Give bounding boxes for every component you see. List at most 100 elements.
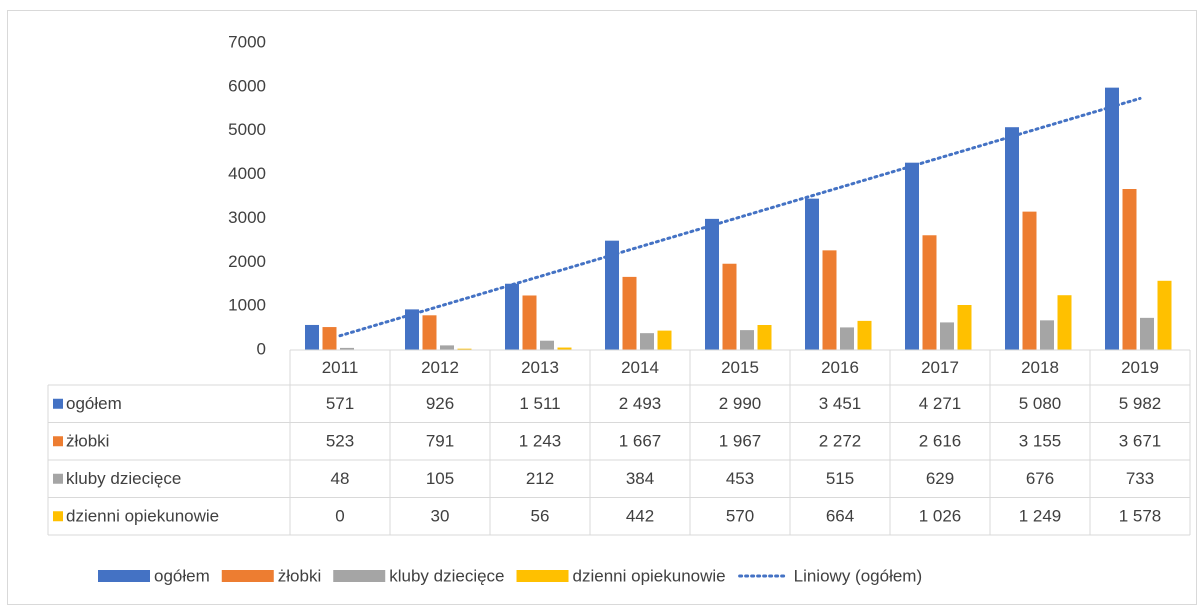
table-value: 5 080 bbox=[1019, 394, 1062, 413]
table-value: 629 bbox=[926, 469, 954, 488]
bar bbox=[605, 240, 619, 350]
table-value: 384 bbox=[626, 469, 654, 488]
legend-key bbox=[333, 570, 386, 582]
bar bbox=[940, 322, 954, 350]
bar bbox=[1122, 189, 1137, 350]
bar bbox=[405, 309, 419, 350]
bar bbox=[757, 325, 772, 350]
chart-border bbox=[7, 10, 1197, 605]
bar bbox=[622, 276, 637, 350]
y-tick-label: 5000 bbox=[228, 120, 266, 139]
table-value: 571 bbox=[326, 394, 354, 413]
x-tick-label: 2012 bbox=[421, 358, 459, 377]
table-value: 926 bbox=[426, 394, 454, 413]
legend-label: żłobki bbox=[278, 566, 321, 585]
table-value: 1 511 bbox=[519, 394, 560, 413]
table-value: 2 493 bbox=[619, 394, 662, 413]
legend-label: ogółem bbox=[154, 566, 210, 585]
bar bbox=[822, 250, 837, 350]
table-value: 3 671 bbox=[1119, 432, 1162, 451]
table-value: 3 155 bbox=[1019, 432, 1062, 451]
bar bbox=[422, 315, 437, 350]
bar bbox=[522, 295, 537, 350]
legend-label: kluby dziecięce bbox=[389, 566, 504, 585]
row-header: kluby dziecięce bbox=[66, 469, 181, 488]
x-tick-label: 2019 bbox=[1121, 358, 1159, 377]
legend-key bbox=[98, 570, 150, 582]
table-value: 56 bbox=[531, 507, 550, 526]
y-tick-label: 6000 bbox=[228, 76, 266, 95]
legend-label: dzienni opiekunowie bbox=[573, 566, 726, 585]
table-value: 30 bbox=[431, 507, 450, 526]
table-value: 1 249 bbox=[1019, 507, 1062, 526]
table-value: 664 bbox=[826, 507, 854, 526]
bar bbox=[905, 162, 919, 350]
table-value: 5 982 bbox=[1119, 394, 1162, 413]
table-value: 1 243 bbox=[519, 432, 562, 451]
table-value: 523 bbox=[326, 432, 354, 451]
legend-label: Liniowy (ogółem) bbox=[794, 566, 923, 585]
bar bbox=[722, 263, 737, 350]
trendline bbox=[338, 96, 1142, 338]
bar bbox=[705, 218, 719, 350]
y-tick-label: 4000 bbox=[228, 164, 266, 183]
table-value: 515 bbox=[826, 469, 854, 488]
bar bbox=[1105, 87, 1119, 350]
table-value: 4 271 bbox=[919, 394, 962, 413]
legend-key bbox=[516, 570, 569, 582]
bar bbox=[540, 340, 554, 350]
x-tick-label: 2017 bbox=[921, 358, 959, 377]
bar bbox=[340, 347, 354, 350]
bar bbox=[322, 327, 337, 350]
table-value: 453 bbox=[726, 469, 754, 488]
table-value: 3 451 bbox=[819, 394, 862, 413]
bar bbox=[305, 324, 319, 350]
table-value: 105 bbox=[426, 469, 454, 488]
bar bbox=[1022, 211, 1037, 350]
y-tick-label: 3000 bbox=[228, 208, 266, 227]
bar bbox=[557, 347, 572, 350]
row-header: ogółem bbox=[66, 394, 122, 413]
table-value: 2 272 bbox=[819, 432, 862, 451]
table-value: 1 967 bbox=[719, 432, 762, 451]
legend-key bbox=[221, 570, 274, 582]
bar bbox=[922, 235, 937, 350]
bar bbox=[1040, 320, 1054, 350]
row-header: dzienni opiekunowie bbox=[66, 507, 219, 526]
y-tick-label: 2000 bbox=[228, 252, 266, 271]
table-value: 1 667 bbox=[619, 432, 662, 451]
table-key bbox=[53, 398, 63, 409]
bar bbox=[1005, 127, 1019, 350]
table-value: 1 026 bbox=[919, 507, 962, 526]
table-value: 1 578 bbox=[1119, 507, 1162, 526]
x-tick-label: 2014 bbox=[621, 358, 659, 377]
table-value: 733 bbox=[1126, 469, 1154, 488]
table-value: 676 bbox=[1026, 469, 1054, 488]
x-tick-label: 2016 bbox=[821, 358, 859, 377]
bar bbox=[740, 330, 754, 350]
y-tick-label: 1000 bbox=[228, 296, 266, 315]
table-value: 0 bbox=[335, 507, 344, 526]
table-key bbox=[53, 473, 63, 484]
bar bbox=[840, 327, 854, 350]
x-tick-label: 2013 bbox=[521, 358, 559, 377]
table-value: 212 bbox=[526, 469, 554, 488]
bar bbox=[1057, 295, 1072, 350]
y-tick-label: 0 bbox=[257, 339, 266, 358]
bar bbox=[957, 305, 972, 350]
bar bbox=[657, 330, 672, 350]
x-tick-label: 2015 bbox=[721, 358, 759, 377]
table-value: 48 bbox=[331, 469, 350, 488]
bar bbox=[457, 348, 472, 350]
row-header: żłobki bbox=[66, 432, 109, 451]
bar bbox=[505, 283, 519, 350]
bar bbox=[857, 320, 872, 350]
table-value: 2 616 bbox=[919, 432, 962, 451]
bar bbox=[1157, 280, 1172, 350]
table-value: 442 bbox=[626, 507, 654, 526]
table-value: 791 bbox=[426, 432, 454, 451]
table-key bbox=[53, 511, 63, 522]
bar bbox=[805, 198, 819, 350]
y-tick-label: 7000 bbox=[228, 32, 266, 51]
